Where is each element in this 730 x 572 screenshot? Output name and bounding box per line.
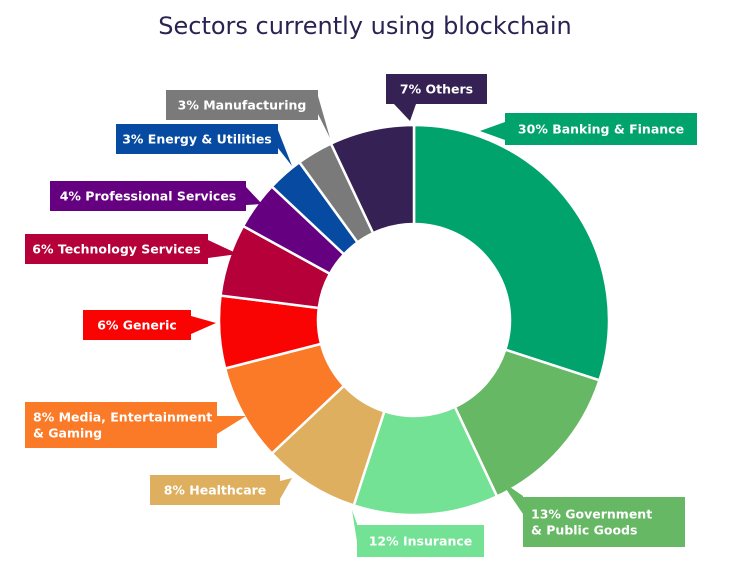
callout-label-line: 13% Government [531, 507, 652, 522]
callout-box [150, 475, 280, 505]
callout-label: 3% Manufacturing [178, 98, 307, 113]
callout-label: 4% Professional Services [60, 189, 237, 204]
callout-technology-services: 6% Technology Services [25, 234, 238, 264]
callout-pointer [394, 104, 416, 121]
callout-label: 3% Energy & Utilities [122, 132, 272, 147]
callout-label-line: 6% Technology Services [32, 242, 200, 257]
callout-banking-and-finance: 30% Banking & Finance [480, 113, 697, 145]
callout-box [83, 310, 191, 340]
callout-label-line: 6% Generic [97, 318, 177, 333]
callout-media-entertainment-and-gaming: 8% Media, Entertainment & Gaming [25, 402, 246, 448]
callout-box [386, 74, 487, 104]
callout-label: 7% Others [400, 82, 473, 97]
callout-box [116, 124, 278, 154]
callout-label: 30% Banking & Finance [518, 122, 684, 137]
callout-pointer [318, 96, 330, 138]
callout-label-line: 3% Energy & Utilities [122, 132, 272, 147]
callout-label-line: & Public Goods [531, 523, 637, 538]
slice-banking-and-finance [412, 123, 611, 382]
callout-label-line: 12% Insurance [369, 534, 473, 549]
callout-energy-and-utilities: 3% Energy & Utilities [116, 124, 292, 166]
callout-box [50, 181, 246, 211]
callout-label-line: 4% Professional Services [60, 189, 237, 204]
callout-pointer [191, 316, 216, 334]
callout-label-line: 8% Media, Entertainment [33, 410, 212, 425]
callout-label-line: 7% Others [400, 82, 473, 97]
callout-pointer [208, 240, 238, 258]
callout-label: 12% Insurance [369, 534, 473, 549]
callout-pointer [246, 187, 262, 205]
callout-label-line: & Gaming [33, 426, 102, 441]
callout-insurance: 12% Insurance [352, 510, 484, 557]
chart-title: Sectors currently using blockchain [158, 12, 572, 40]
callout-government-and-public-goods: 13% Government & Public Goods [500, 480, 685, 547]
callout-box [25, 402, 217, 448]
callout-pointer [217, 416, 246, 434]
callout-label-line: 8% Healthcare [164, 483, 267, 498]
callout-label: 8% Media, Entertainment & Gaming [33, 410, 212, 441]
callout-label: 13% Government & Public Goods [531, 507, 652, 538]
callout-professional-services: 4% Professional Services [50, 181, 262, 211]
callout-box [505, 113, 697, 145]
callout-box [166, 90, 318, 120]
slices-group [217, 123, 611, 517]
callout-manufacturing: 3% Manufacturing [166, 90, 330, 138]
callout-pointer [480, 122, 505, 140]
callout-label: 6% Generic [97, 318, 177, 333]
callout-label: 8% Healthcare [164, 483, 267, 498]
callout-healthcare: 8% Healthcare [150, 475, 292, 505]
callout-pointer [500, 480, 523, 514]
callout-pointer [280, 478, 292, 499]
callout-pointer [278, 130, 292, 166]
callout-box [523, 497, 685, 547]
callout-label-line: 3% Manufacturing [178, 98, 307, 113]
callout-box [25, 234, 208, 264]
callout-label-line: 30% Banking & Finance [518, 122, 684, 137]
callout-others: 7% Others [386, 74, 487, 121]
callout-label: 6% Technology Services [32, 242, 200, 257]
callout-box [357, 525, 484, 557]
slice-others [329, 123, 416, 235]
callout-generic: 6% Generic [83, 310, 216, 340]
callouts-group: 30% Banking & Finance 13% Government & Pub… [25, 74, 697, 557]
callout-pointer [352, 510, 357, 542]
